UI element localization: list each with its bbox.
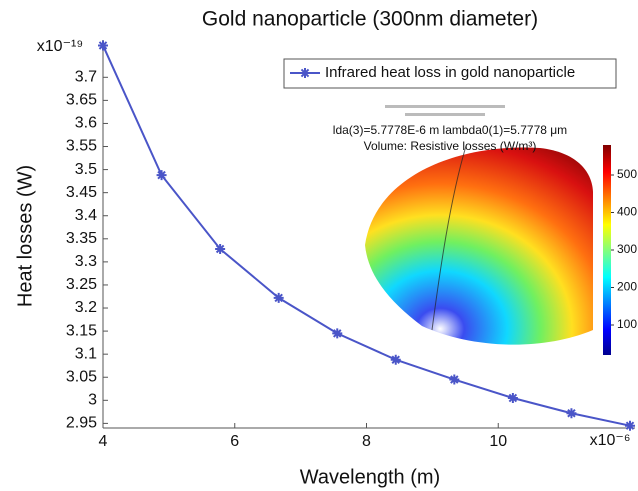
colorbar-tick-label: 400 xyxy=(617,205,637,219)
inset-annotation: lda(3)=5.7778E-6 m lambda0(1)=5.7778 μm xyxy=(333,123,567,137)
y-axis-label: Heat losses (W) xyxy=(14,165,36,307)
y-tick-label: 3.1 xyxy=(75,345,97,362)
marker xyxy=(332,328,343,339)
chart-title: Gold nanoparticle (300nm diameter) xyxy=(202,8,538,31)
marker xyxy=(215,243,226,254)
blurred-text xyxy=(385,105,505,108)
y-tick-label: 3.7 xyxy=(75,69,97,86)
x-axis-label: Wavelength (m) xyxy=(300,466,440,488)
colorbar-tick-label: 200 xyxy=(617,280,637,294)
hemisphere-edge xyxy=(431,145,467,331)
inset: lda(3)=5.7778E-6 m lambda0(1)=5.7778 μm … xyxy=(333,105,593,345)
blurred-text xyxy=(405,113,485,116)
y-tick-label: 2.95 xyxy=(66,415,97,432)
x-multiplier: x10⁻⁶ xyxy=(590,432,631,449)
y-tick-label: 3.15 xyxy=(66,322,97,339)
marker xyxy=(156,170,167,181)
marker xyxy=(566,408,577,419)
y-tick-label: 3.3 xyxy=(75,253,97,270)
y-tick-label: 3.5 xyxy=(75,161,97,178)
x-tick-label: 4 xyxy=(99,433,108,450)
colorbar-tick-label: 300 xyxy=(617,242,637,256)
marker xyxy=(625,420,635,431)
x-tick-label: 8 xyxy=(362,433,371,450)
legend: Infrared heat loss in gold nanoparticle xyxy=(283,58,617,89)
y-tick-label: 3.45 xyxy=(66,184,97,201)
y-tick-label: 3.05 xyxy=(66,368,97,385)
legend-marker xyxy=(300,68,310,78)
marker xyxy=(273,292,284,303)
legend-box xyxy=(283,58,617,89)
y-tick-label: 3 xyxy=(88,392,97,409)
x-tick-label: 6 xyxy=(230,433,239,450)
y-tick-label: 3.25 xyxy=(66,276,97,293)
marker xyxy=(390,354,401,365)
y-tick-label: 3.6 xyxy=(75,115,97,132)
colorbar-tick-label: 100 xyxy=(617,317,637,331)
colorbar-tick-label: 500 xyxy=(617,167,637,181)
series-line xyxy=(102,45,631,427)
marker xyxy=(449,374,460,385)
colorbar xyxy=(603,145,611,355)
y-tick-label: 3.4 xyxy=(75,207,97,224)
y-multiplier: x10⁻¹⁹ xyxy=(37,38,83,55)
marker xyxy=(98,40,108,51)
y-tick-label: 3.35 xyxy=(66,230,97,247)
y-tick-label: 3.2 xyxy=(75,299,97,316)
y-tick-label: 3.55 xyxy=(66,138,97,155)
x-tick-label: 10 xyxy=(489,433,507,450)
legend-label: Infrared heat loss in gold nanoparticle xyxy=(325,64,575,81)
hemisphere xyxy=(365,147,593,345)
inset-annotation: Volume: Resistive losses (W/m³) xyxy=(364,139,537,153)
y-tick-label: 3.65 xyxy=(66,92,97,109)
marker xyxy=(507,393,518,404)
